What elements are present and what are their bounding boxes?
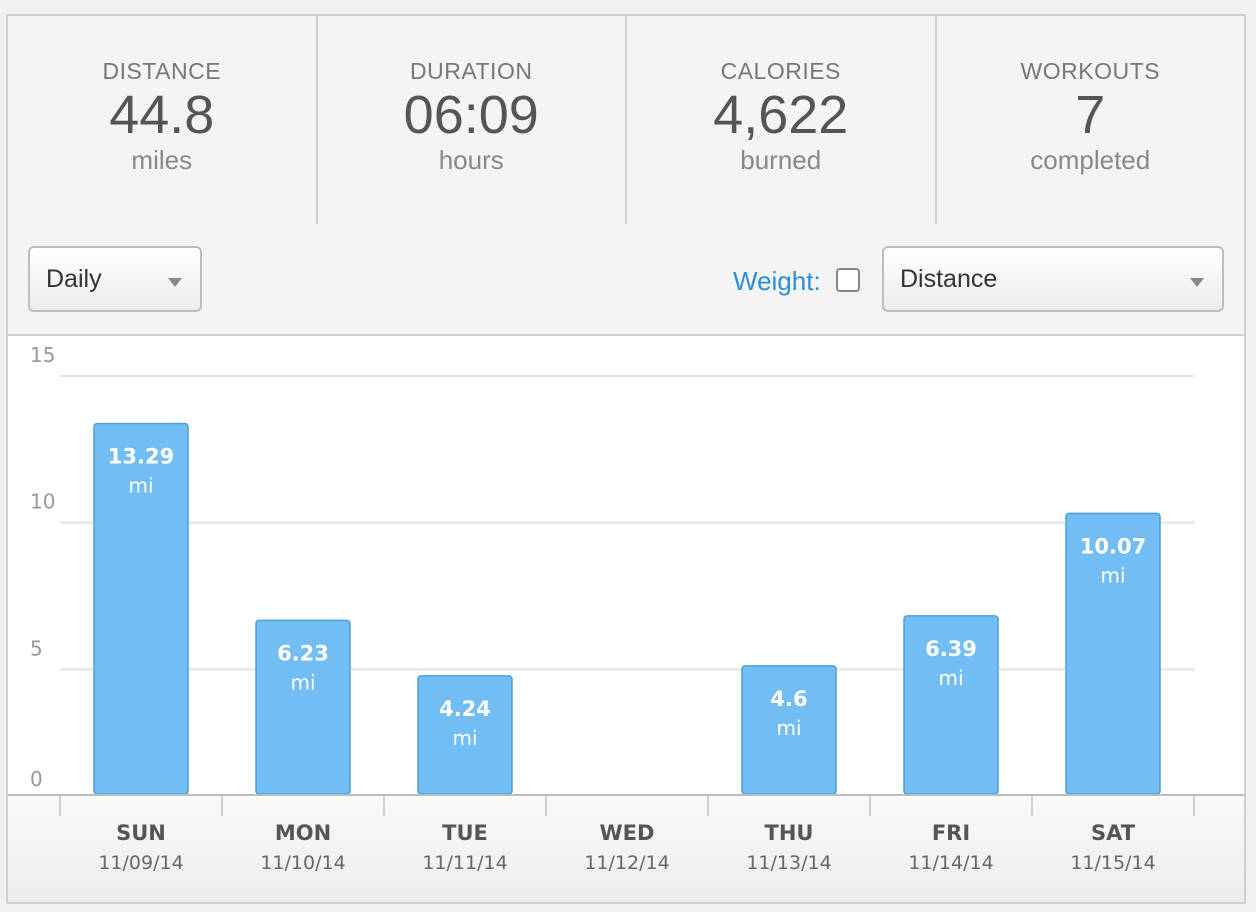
- x-tick-label-date: 11/11/14: [422, 852, 507, 874]
- stat-unit: hours: [438, 145, 504, 175]
- chevron-down-icon: [168, 278, 182, 287]
- x-tick-label-day: SAT: [1091, 821, 1136, 845]
- bar-value-label: 4.24: [439, 697, 491, 721]
- metric-select[interactable]: Distance: [882, 246, 1224, 312]
- bar-unit-label: mi: [290, 670, 315, 694]
- bar-unit-label: mi: [938, 666, 963, 690]
- weight-toggle-label[interactable]: Weight:: [733, 266, 821, 296]
- chart-controls: Daily Weight: Distance: [8, 224, 1244, 336]
- bar-value-label: 13.29: [108, 445, 174, 469]
- metric-select-value: Distance: [900, 265, 998, 293]
- y-tick-label: 5: [30, 636, 43, 660]
- bar-unit-label: mi: [1100, 563, 1125, 587]
- x-tick-label-day: TUE: [442, 821, 488, 845]
- stat-calories: CALORIES 4,622 burned: [627, 16, 937, 224]
- bar-chart: 0 5 10 15 13.29 mi 6.23 mi 4.24 mi 4.6 mi 6.39 mi 10.0…: [30, 343, 1194, 795]
- chart-plot-area: 0 5 10 15 13.29 mi 6.23 mi 4.24 mi 4.6 mi 6.39 mi 10.0…: [8, 336, 1244, 795]
- x-tick-label-day: WED: [600, 821, 655, 845]
- stat-label: WORKOUTS: [1020, 58, 1160, 84]
- weight-checkbox[interactable]: [836, 268, 860, 292]
- bar-value-label: 6.23: [277, 641, 329, 665]
- bar-unit-label: mi: [776, 716, 801, 740]
- stat-unit: burned: [740, 145, 822, 175]
- x-tick-label-day: SUN: [116, 821, 166, 845]
- stat-value: 44.8: [109, 85, 215, 145]
- workout-summary-widget: DISTANCE 44.8 miles DURATION 06:09 hours…: [6, 14, 1246, 904]
- period-select[interactable]: Daily: [28, 246, 202, 312]
- stat-label: CALORIES: [720, 58, 841, 84]
- x-axis: SUN 11/09/14 MON 11/10/14 TUE 11/11/14 WED 11/1…: [8, 794, 1244, 902]
- bar-unit-label: mi: [452, 726, 477, 750]
- stat-label: DISTANCE: [102, 58, 222, 84]
- stats-row: DISTANCE 44.8 miles DURATION 06:09 hours…: [8, 16, 1244, 226]
- stat-distance: DISTANCE 44.8 miles: [8, 16, 318, 224]
- chevron-down-icon: [1190, 278, 1204, 287]
- x-tick-label-day: MON: [275, 821, 331, 845]
- x-tick-label-date: 11/12/14: [584, 852, 669, 874]
- bar-value-label: 10.07: [1080, 534, 1146, 558]
- y-tick-label: 15: [30, 343, 55, 367]
- stat-unit: completed: [1030, 145, 1151, 175]
- x-tick-label-date: 11/15/14: [1070, 852, 1155, 874]
- y-tick-label: 0: [30, 767, 43, 791]
- stat-value: 06:09: [403, 85, 539, 145]
- x-tick-label-date: 11/14/14: [908, 852, 993, 874]
- x-tick-label-date: 11/13/14: [746, 852, 831, 874]
- bar-value-label: 4.6: [770, 687, 807, 711]
- stat-duration: DURATION 06:09 hours: [318, 16, 627, 224]
- x-tick-label-date: 11/09/14: [98, 852, 183, 874]
- stat-label: DURATION: [410, 58, 533, 84]
- period-select-value: Daily: [46, 265, 102, 293]
- stat-unit: miles: [131, 145, 193, 175]
- x-tick-label-day: FRI: [932, 821, 970, 845]
- bar-value-label: 6.39: [925, 637, 977, 661]
- stat-value: 7: [1075, 85, 1106, 145]
- x-tick-label-date: 11/10/14: [260, 852, 345, 874]
- stat-workouts: WORKOUTS 7 completed: [937, 16, 1245, 224]
- x-tick-label-day: THU: [765, 821, 814, 845]
- x-axis-labels: SUN 11/09/14 MON 11/10/14 TUE 11/11/14 WED 11/1…: [59, 796, 1195, 874]
- stat-value: 4,622: [713, 85, 849, 145]
- y-tick-label: 10: [30, 490, 55, 514]
- bar-unit-label: mi: [128, 474, 153, 498]
